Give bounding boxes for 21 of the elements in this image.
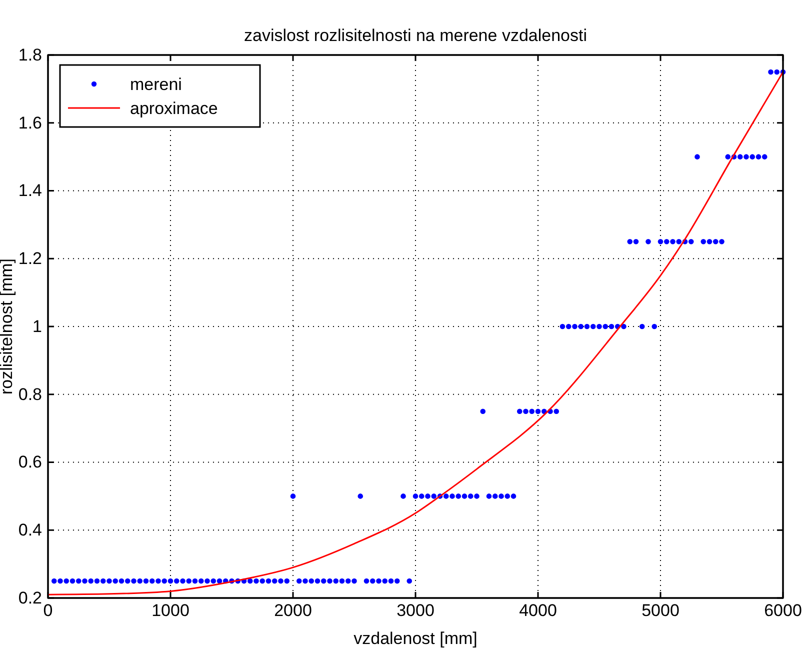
- y-tick-label: 1.6: [18, 113, 42, 132]
- x-tick-label: 3000: [396, 601, 434, 620]
- legend-label: mereni: [130, 75, 182, 94]
- y-tick-label: 0.6: [18, 452, 42, 472]
- x-tick-label: 1000: [152, 601, 190, 620]
- y-tick-label: 0.8: [18, 384, 42, 404]
- y-tick-label: 0.4: [18, 520, 42, 540]
- x-tick-label: 0: [43, 601, 53, 620]
- y-tick-label: 1.2: [18, 249, 42, 268]
- y-axis-title: rozlisitelnost [mm]: [0, 258, 16, 395]
- x-tick-label: 2000: [274, 601, 312, 620]
- y-tick-label: 1.4: [18, 181, 42, 200]
- y-tick-label: 0.2: [18, 588, 42, 608]
- x-tick-label: 4000: [519, 601, 557, 620]
- chart-title: zavislost rozlisitelnosti na merene vzdalenosti: [244, 26, 587, 45]
- y-tick-label: 1.8: [18, 45, 42, 64]
- x-tick-label: 5000: [642, 601, 680, 620]
- x-axis-title: vzdalenost [mm]: [354, 629, 478, 648]
- x-tick-label: 6000: [764, 601, 802, 620]
- y-tick-label: 1: [32, 316, 42, 336]
- legend-label: aproximace: [130, 99, 218, 118]
